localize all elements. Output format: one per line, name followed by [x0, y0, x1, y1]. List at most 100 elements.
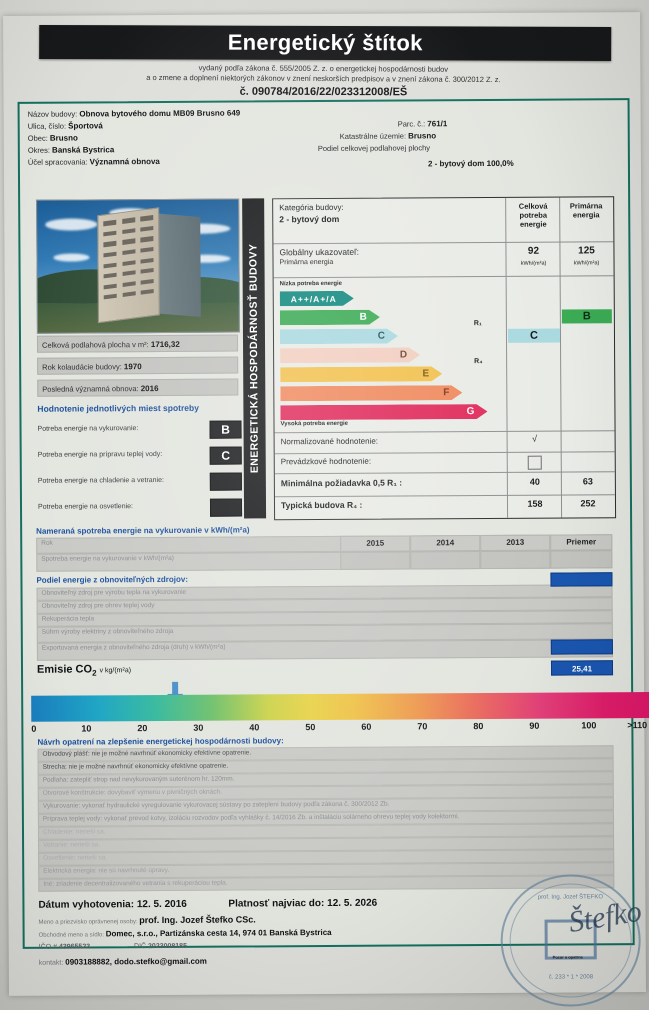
dic-value: 2023008185 — [148, 942, 187, 951]
scale-tick-50: 50 — [305, 722, 316, 733]
year-header-average: Priemer — [550, 534, 613, 551]
band-e: E — [280, 366, 442, 382]
parcel-value: 761/1 — [427, 119, 448, 129]
scale-tick-40: 40 — [249, 722, 260, 733]
building-name-row: Názov budovy: Obnova bytového domu MB09 … — [27, 108, 241, 119]
band-label-f: F — [443, 387, 450, 399]
band-label-b: B — [359, 311, 367, 323]
year-header-2015: 2015 — [340, 535, 411, 552]
scale-tick-30: 30 — [193, 722, 204, 733]
normalized-rating-label: Normalizované hodnotenie: — [280, 436, 379, 447]
scale-tick-10: 10 — [81, 723, 92, 734]
global-unit-total: kWh/(m²a) — [520, 260, 547, 267]
stamp-emblem-label: Pozor a opatrne — [552, 954, 583, 960]
band-label-a: A++/A+/A — [290, 293, 337, 304]
ico-value: 43965523 — [58, 943, 91, 951]
vertical-tab: ENERGETICKÁ HOSPODÁRNOSŤ BUDOVY — [242, 198, 267, 519]
ico-dic-row: IČO # 43965523 DIČ 2023008185 — [38, 942, 187, 951]
scale-tick-80: 80 — [473, 721, 484, 732]
floor-share-value: 2 - bytový dom 100,0% — [427, 158, 514, 169]
co2-color-scale — [31, 691, 649, 722]
scale-tick-0: 0 — [31, 723, 37, 734]
typical-building-label: Typická budova R₄ : — [280, 499, 363, 511]
person-value: prof. Ing. Jozef Štefko CSc. — [139, 914, 256, 926]
cadastre-value: Brusno — [408, 131, 437, 141]
issue-date-value: 12. 5. 2016 — [136, 898, 187, 911]
operational-rating-checkbox[interactable] — [527, 455, 542, 470]
renewable-value-top — [550, 572, 613, 587]
floor-area-box: Celková podlahová plocha v m²: 1716,32 — [36, 334, 239, 353]
scale-tick-20: 20 — [137, 723, 148, 734]
band-f: F — [280, 385, 462, 401]
company-row: Obchodné meno a sídlo: Domec, s.r.o., Pa… — [38, 927, 332, 939]
measured-value-2014 — [410, 551, 481, 570]
scale-tick-60: 60 — [361, 721, 372, 732]
band-a: A++/A+/A — [280, 291, 354, 306]
minimum-requirement-primary: 63 — [582, 476, 593, 487]
measured-consumption-title: Nameraná spotreba energie na vykurovanie… — [36, 525, 250, 536]
renewable-row-exported: Exportovaná energia z obnoviteľného zdro… — [36, 639, 613, 661]
municipality-value: Brusno — [49, 133, 78, 143]
document-title-bar: Energetický štítok — [39, 24, 612, 61]
band-label-c: C — [377, 330, 386, 342]
use-class-heating: B — [209, 420, 242, 439]
use-label-cooling-ventilation: Potreba energie na chladenie a vetranie: — [37, 476, 164, 485]
approval-year-value: 1970 — [123, 362, 142, 372]
use-class-hot-water: C — [209, 446, 242, 465]
company-value: Domec, s.r.o., Partizánska cesta 14, 974… — [105, 927, 332, 939]
scale-tick-110: >110 — [627, 720, 648, 731]
certificate-frame: Názov budovy: Obnova bytového domu MB09 … — [17, 98, 649, 967]
global-value-primary: 125 — [578, 245, 595, 257]
district-row: Okres: Banská Bystrica — [27, 145, 115, 155]
band-label-d: D — [399, 349, 408, 361]
table-divider — [274, 494, 615, 498]
co2-label: Emisie CO2 v kg/(m²a) — [36, 663, 132, 678]
r4-mark: R₄ — [474, 358, 483, 366]
operational-rating-label: Prevádzkové hodnotenie: — [280, 456, 372, 467]
year-header-2014: 2014 — [410, 535, 481, 552]
photo-building-front — [97, 206, 161, 323]
r1-mark: R₁ — [473, 320, 482, 328]
cadastre-row: Katastrálne územie: Brusno — [339, 131, 437, 141]
renewable-value-exported — [550, 639, 613, 655]
column-header-total-energy: Celková potreba energie — [518, 201, 548, 229]
official-stamp: prof. Ing. Jozef ŠTEFKO č. 233 * 1 * 200… — [500, 874, 642, 1007]
band-g: G — [280, 404, 487, 420]
table-divider — [505, 197, 509, 518]
certificate-sheet: Energetický štítok vydaný podľa zákona č… — [3, 12, 649, 1007]
use-class-cooling-ventilation — [209, 472, 242, 491]
table-divider — [559, 197, 563, 518]
measured-value-average — [550, 550, 613, 569]
scale-tick-90: 90 — [529, 720, 540, 731]
co2-scale-ticks: 0 10 20 30 40 50 60 70 80 90 100 >110 — [31, 720, 649, 738]
table-divider — [274, 430, 615, 434]
building-photo — [36, 198, 240, 334]
typical-building-total: 158 — [527, 498, 543, 509]
energy-rating-table: Kategória budovy: 2 - bytový dom Celková… — [272, 196, 617, 521]
result-class-total: C — [507, 328, 561, 343]
floor-area-value: 1716,32 — [150, 339, 180, 350]
stamp-bottom-text: č. 233 * 1 * 2008 — [548, 974, 594, 981]
last-renovation-value: 2016 — [140, 384, 159, 394]
global-indicator-label: Globálny ukazovateľ: — [279, 246, 359, 258]
purpose-row: Účel spracovania: Významná obnova — [27, 156, 160, 167]
result-class-primary: B — [561, 309, 612, 324]
approval-year-box: Rok kolaudácie budovy: 1970 — [37, 356, 239, 375]
band-b: B — [280, 310, 380, 326]
vertical-tab-label: ENERGETICKÁ HOSPODÁRNOSŤ BUDOVY — [247, 243, 261, 474]
validity-date-value: 12. 5. 2026 — [327, 897, 378, 909]
contact-value: 0903188882, dodo.stefko@gmail.com — [65, 956, 207, 967]
measured-value-2013 — [480, 550, 551, 570]
municipality-row: Obec: Brusno — [27, 133, 78, 143]
last-renovation-box: Posledná významná obnova: 2016 — [37, 378, 239, 397]
minimum-requirement-label: Minimálna požiadavka 0,5 R₁ : — [280, 477, 403, 489]
global-unit-primary: kWh/(m²a) — [573, 260, 600, 267]
measures-title: Návrh opatrení na zlepšenie energetickej… — [37, 736, 284, 747]
band-label-e: E — [422, 368, 430, 380]
year-header-2013: 2013 — [480, 534, 551, 552]
document-title: Energetický štítok — [227, 29, 423, 56]
use-label-heating: Potreba energie na vykurovanie: — [37, 425, 139, 433]
table-divider — [274, 471, 615, 475]
column-header-primary-energy: Primárna energia — [569, 201, 603, 220]
floor-share-row: Podiel celkovej podlahovej plochy — [317, 143, 431, 154]
